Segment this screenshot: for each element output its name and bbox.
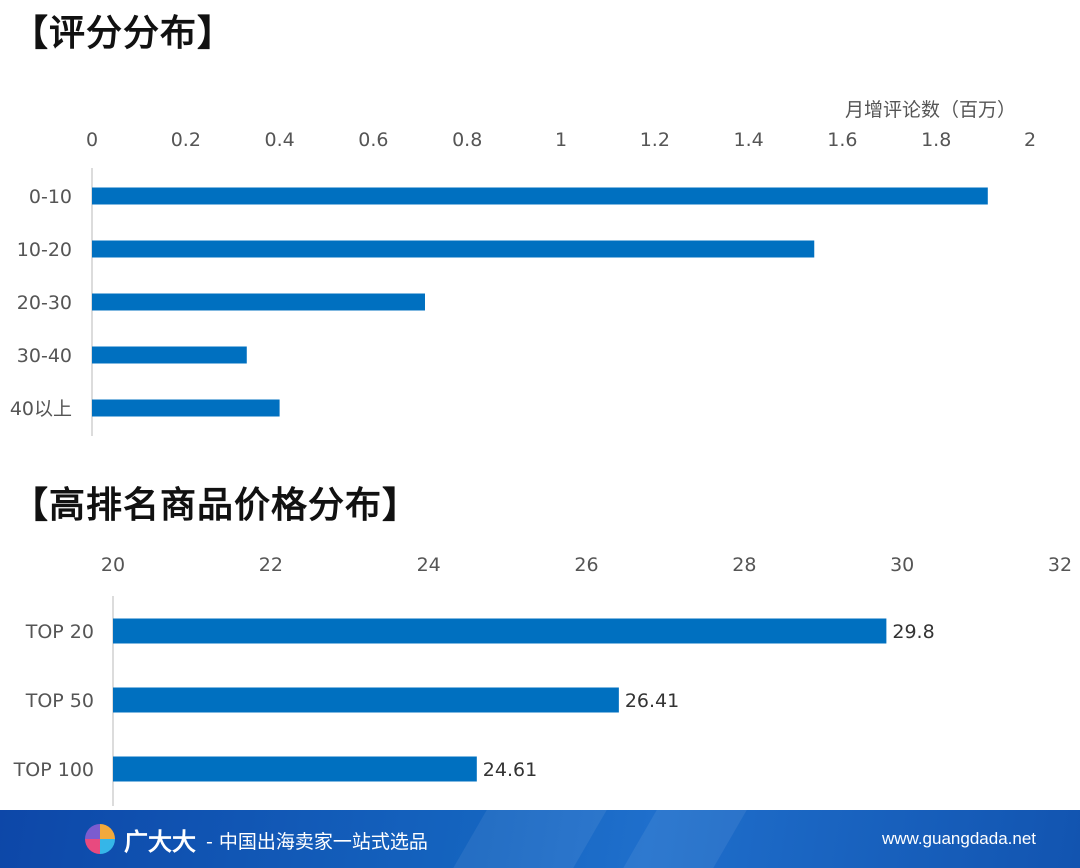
x-tick-label: 1 bbox=[555, 129, 567, 151]
category-label: 40以上 bbox=[10, 398, 72, 420]
category-label: 30-40 bbox=[17, 345, 72, 367]
x-tick-label: 0 bbox=[86, 129, 98, 151]
x-tick-label: 30 bbox=[890, 554, 914, 576]
x-tick-label: 1.2 bbox=[640, 129, 670, 151]
brand-name: 广大大 bbox=[124, 828, 196, 856]
bar-value-label: 26.41 bbox=[625, 690, 679, 712]
x-tick-label: 20 bbox=[101, 554, 125, 576]
pie-logo-icon bbox=[85, 824, 115, 854]
x-tick-label: 0.8 bbox=[452, 129, 482, 151]
x-tick-label: 26 bbox=[574, 554, 598, 576]
bar bbox=[92, 346, 247, 364]
price-distribution-chart: 20 22 24 26 28 30 32 TOP 20 TOP 50 TOP 100 29.8 2… bbox=[13, 554, 1072, 806]
bar-value-label: 29.8 bbox=[892, 621, 934, 643]
x-tick-label: 32 bbox=[1048, 554, 1072, 576]
category-label: TOP 20 bbox=[25, 621, 94, 643]
rating-distribution-title: 【评分分布】 bbox=[12, 13, 235, 54]
website-link[interactable]: www.guangdada.net bbox=[881, 829, 1036, 848]
category-label: TOP 50 bbox=[25, 690, 94, 712]
bar bbox=[113, 618, 887, 644]
x-tick-label: 1.8 bbox=[921, 129, 951, 151]
x-tick-label: 0.2 bbox=[171, 129, 201, 151]
x-tick-label: 28 bbox=[732, 554, 756, 576]
rating-distribution-chart: 月增评论数（百万） 0 0.2 0.4 0.6 0.8 1 1.2 1.4 1.6 1.8 2 0-… bbox=[10, 99, 1036, 436]
category-label: 20-30 bbox=[17, 292, 72, 314]
x-tick-label: 1.6 bbox=[827, 129, 857, 151]
bar bbox=[92, 240, 815, 258]
bar bbox=[92, 293, 425, 311]
brand-slogan: - 中国出海卖家一站式选品 bbox=[206, 831, 428, 853]
bar bbox=[113, 687, 619, 713]
x-tick-label: 22 bbox=[259, 554, 283, 576]
price-distribution-title: 【高排名商品价格分布】 bbox=[12, 485, 420, 526]
x-tick-label: 1.4 bbox=[733, 129, 763, 151]
x-tick-label: 24 bbox=[417, 554, 441, 576]
category-label: TOP 100 bbox=[13, 759, 94, 781]
category-label: 0-10 bbox=[29, 186, 72, 208]
x-tick-label: 0.4 bbox=[264, 129, 294, 151]
footer-banner: 广大大 - 中国出海卖家一站式选品 www.guangdada.net bbox=[0, 810, 1080, 868]
x-axis-unit-label: 月增评论数（百万） bbox=[845, 99, 1016, 121]
category-label: 10-20 bbox=[17, 239, 72, 261]
bar bbox=[113, 756, 477, 782]
x-tick-label: 0.6 bbox=[358, 129, 388, 151]
bar bbox=[92, 399, 280, 417]
x-tick-label: 2 bbox=[1024, 129, 1036, 151]
bar bbox=[92, 187, 988, 205]
bar-value-label: 24.61 bbox=[483, 759, 537, 781]
